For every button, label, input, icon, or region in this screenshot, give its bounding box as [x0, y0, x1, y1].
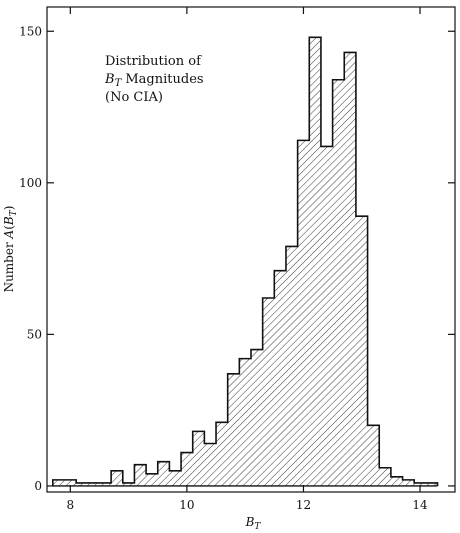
histogram-bar: [52, 479, 65, 486]
y-axis-label-open: (: [2, 225, 16, 230]
y-axis-label-close: ): [2, 206, 16, 211]
histogram-bar: [204, 443, 217, 486]
histogram-bar: [251, 349, 263, 486]
x-tick-label: 8: [66, 498, 74, 512]
x-axis-label: BT: [245, 515, 262, 532]
histogram-bar: [192, 431, 205, 486]
y-tick-label: 150: [19, 24, 42, 38]
histogram-bar: [181, 452, 193, 486]
histogram-bar: [76, 482, 88, 486]
histogram-bar: [402, 479, 415, 486]
x-tick-label: 14: [412, 498, 428, 512]
histogram-bar: [262, 298, 275, 486]
annotation-line-3: (No CIA): [105, 90, 163, 105]
histogram-bar: [157, 461, 170, 486]
histogram-bar: [274, 270, 286, 486]
histogram-bar: [344, 52, 356, 486]
y-axis-label-prefix: Number: [2, 238, 16, 292]
y-tick-label: 50: [27, 327, 42, 341]
histogram-bar: [87, 482, 100, 486]
histogram-bar: [122, 482, 135, 486]
y-axis-label-sub: T: [9, 209, 19, 216]
annotation-bt-sub: T: [115, 78, 123, 89]
histogram-bar: [425, 482, 438, 486]
histogram-bar: [355, 216, 368, 486]
histogram-bar: [227, 373, 240, 486]
histogram-bar: [390, 476, 403, 486]
plot-frame: [46, 6, 456, 493]
chart-annotation: Distribution of BT Magnitudes (No CIA): [104, 54, 204, 105]
histogram-bar: [146, 473, 158, 486]
histogram-bar: [64, 479, 77, 486]
histogram-bar: [320, 146, 333, 486]
histogram-bar: [239, 358, 251, 486]
annotation-bt-main: B: [104, 72, 115, 87]
x-axis-label-sub: T: [254, 522, 261, 532]
y-axis-label-var: B: [2, 216, 16, 226]
histogram-bar: [379, 467, 391, 486]
annotation-line-1: Distribution of: [105, 54, 202, 69]
histogram-bar: [332, 79, 345, 486]
y-tick-label: 0: [34, 479, 42, 493]
annotation-line-2-rest: Magnitudes: [121, 72, 203, 87]
annotation-line-2: BT Magnitudes: [104, 72, 204, 89]
histogram-bar: [414, 482, 426, 486]
histogram-bar: [216, 422, 228, 486]
histogram-bar: [111, 470, 123, 486]
y-axis-label-func: A: [2, 229, 16, 239]
histogram-outline: [52, 36, 439, 486]
histogram-bar: [99, 482, 112, 486]
histogram-bar: [285, 246, 298, 486]
histogram-bar: [309, 37, 321, 486]
y-axis-label: Number A(BT): [2, 206, 19, 293]
x-axis-label-main: B: [245, 515, 255, 529]
ticks-layer: 8 10 12 14 0 50 100 150: [19, 7, 455, 512]
histogram-bar: [134, 464, 147, 486]
bars-layer: [52, 37, 438, 486]
x-tick-label: 10: [179, 498, 194, 512]
x-tick-label: 12: [296, 498, 311, 512]
histogram-bar: [169, 470, 182, 486]
histogram-bar: [367, 425, 380, 486]
histogram-bar: [297, 140, 310, 486]
y-tick-label: 100: [19, 176, 42, 190]
